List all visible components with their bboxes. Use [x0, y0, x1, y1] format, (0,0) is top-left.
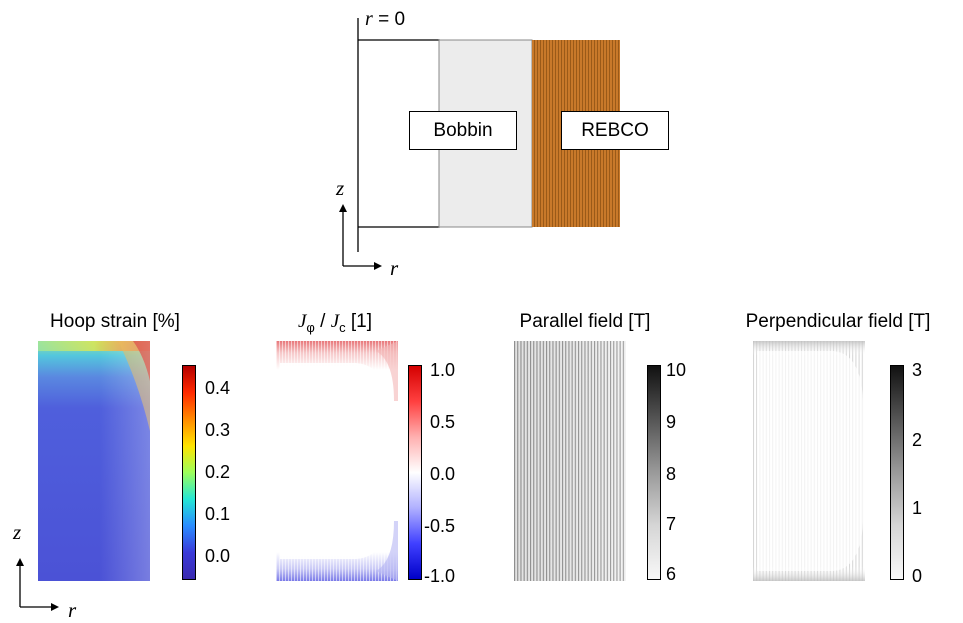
current-density-map — [276, 341, 398, 581]
hoop-strain-tick: 0.4 — [205, 378, 231, 398]
hoop-strain-tick: 0.2 — [205, 462, 231, 482]
perpendicular-field-colorbar — [890, 365, 904, 580]
current-density-tick: 1.0 — [430, 360, 456, 380]
current-density-title: Jφ / Jc [1] — [297, 311, 373, 335]
parallel-field-tick: 10 — [666, 360, 687, 380]
perpendicular-field-tick: 1 — [912, 498, 923, 518]
perpendicular-field-map — [753, 341, 865, 581]
hoop-strain-title: Hoop strain [%] — [50, 311, 180, 332]
current-density-tick: 0.5 — [430, 412, 456, 432]
hoop-strain-tick: 0.0 — [205, 546, 231, 566]
schematic-drawing — [339, 18, 620, 270]
schematic-z-label: z — [336, 176, 345, 200]
bottom-axes-arrows — [16, 558, 59, 611]
current-density-colorbar — [408, 365, 422, 580]
parallel-field-tick: 7 — [666, 514, 677, 534]
perpendicular-field-tick: 3 — [912, 360, 923, 380]
z-arrow-head — [339, 204, 347, 212]
parallel-field-title: Parallel field [T] — [519, 311, 651, 332]
schematic-r-label: r — [390, 256, 399, 280]
bobbin-label-box: Bobbin — [409, 111, 517, 150]
rebco-label-box: REBCO — [561, 111, 669, 150]
bobbin-label: Bobbin — [433, 119, 493, 141]
parallel-field-tick: 6 — [666, 564, 677, 584]
perpendicular-field-tick: 0 — [912, 566, 923, 586]
hoop-strain-tick: 0.3 — [205, 420, 231, 440]
parallel-field-colorbar — [647, 365, 661, 580]
parallel-field-tick: 9 — [666, 412, 677, 432]
hoop-strain-map — [38, 341, 163, 581]
parallel-field-map — [514, 341, 626, 581]
parallel-field-tick: 8 — [666, 464, 677, 484]
perpendicular-field-tick: 2 — [912, 430, 923, 450]
hoop-strain-colorbar — [182, 365, 196, 580]
current-density-tick: 0.0 — [430, 464, 456, 484]
perpendicular-field-title: Perpendicular field [T] — [745, 311, 931, 332]
current-density-tick: -1.0 — [424, 566, 456, 586]
bottom-r-label: r — [68, 598, 77, 622]
r-arrow-head — [374, 262, 382, 270]
bottom-z-label: z — [13, 520, 22, 544]
hoop-strain-tick: 0.1 — [205, 504, 231, 524]
current-density-tick: -0.5 — [424, 516, 456, 536]
axis-origin-label: r = 0 — [365, 8, 406, 30]
rebco-label: REBCO — [581, 119, 649, 141]
